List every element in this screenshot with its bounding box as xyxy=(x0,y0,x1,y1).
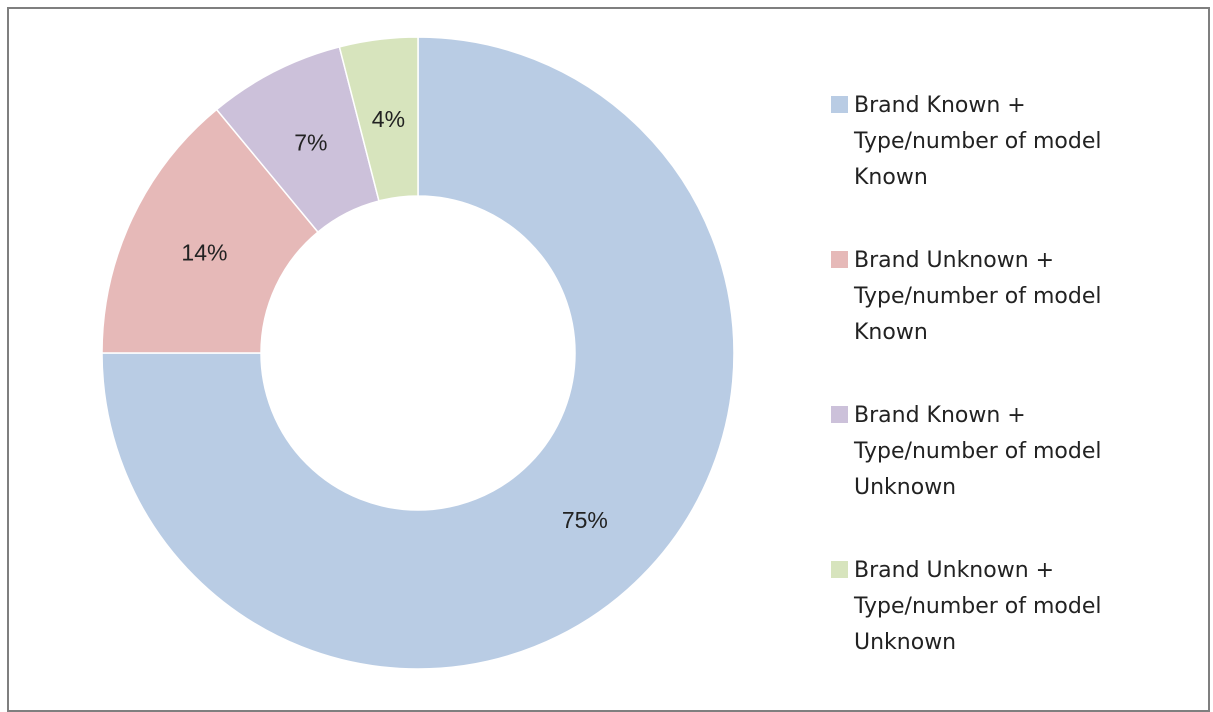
slice-data-label: 4% xyxy=(372,106,405,132)
legend-label: Brand Unknown + Type/number of model Kno… xyxy=(854,248,1102,345)
legend-swatch xyxy=(831,406,848,423)
legend-item: Brand Known + Type/number of model Known xyxy=(831,88,1191,243)
legend-label: Brand Known + Type/number of model Known xyxy=(854,93,1102,190)
legend-swatch xyxy=(831,96,848,113)
slice-data-label: 7% xyxy=(294,130,327,156)
legend: Brand Known + Type/number of model Known… xyxy=(831,88,1191,708)
legend-swatch xyxy=(831,561,848,578)
legend-item: Brand Known + Type/number of model Unkno… xyxy=(831,398,1191,553)
donut-slice xyxy=(101,36,735,670)
legend-label: Brand Unknown + Type/number of model Unk… xyxy=(854,558,1102,655)
donut-slice xyxy=(101,108,319,354)
slice-data-label: 75% xyxy=(562,507,608,533)
legend-swatch xyxy=(831,251,848,268)
legend-item: Brand Unknown + Type/number of model Kno… xyxy=(831,243,1191,398)
slice-data-label: 14% xyxy=(181,240,227,266)
legend-item: Brand Unknown + Type/number of model Unk… xyxy=(831,553,1191,708)
legend-label: Brand Known + Type/number of model Unkno… xyxy=(854,403,1102,500)
donut-slice xyxy=(338,36,419,202)
